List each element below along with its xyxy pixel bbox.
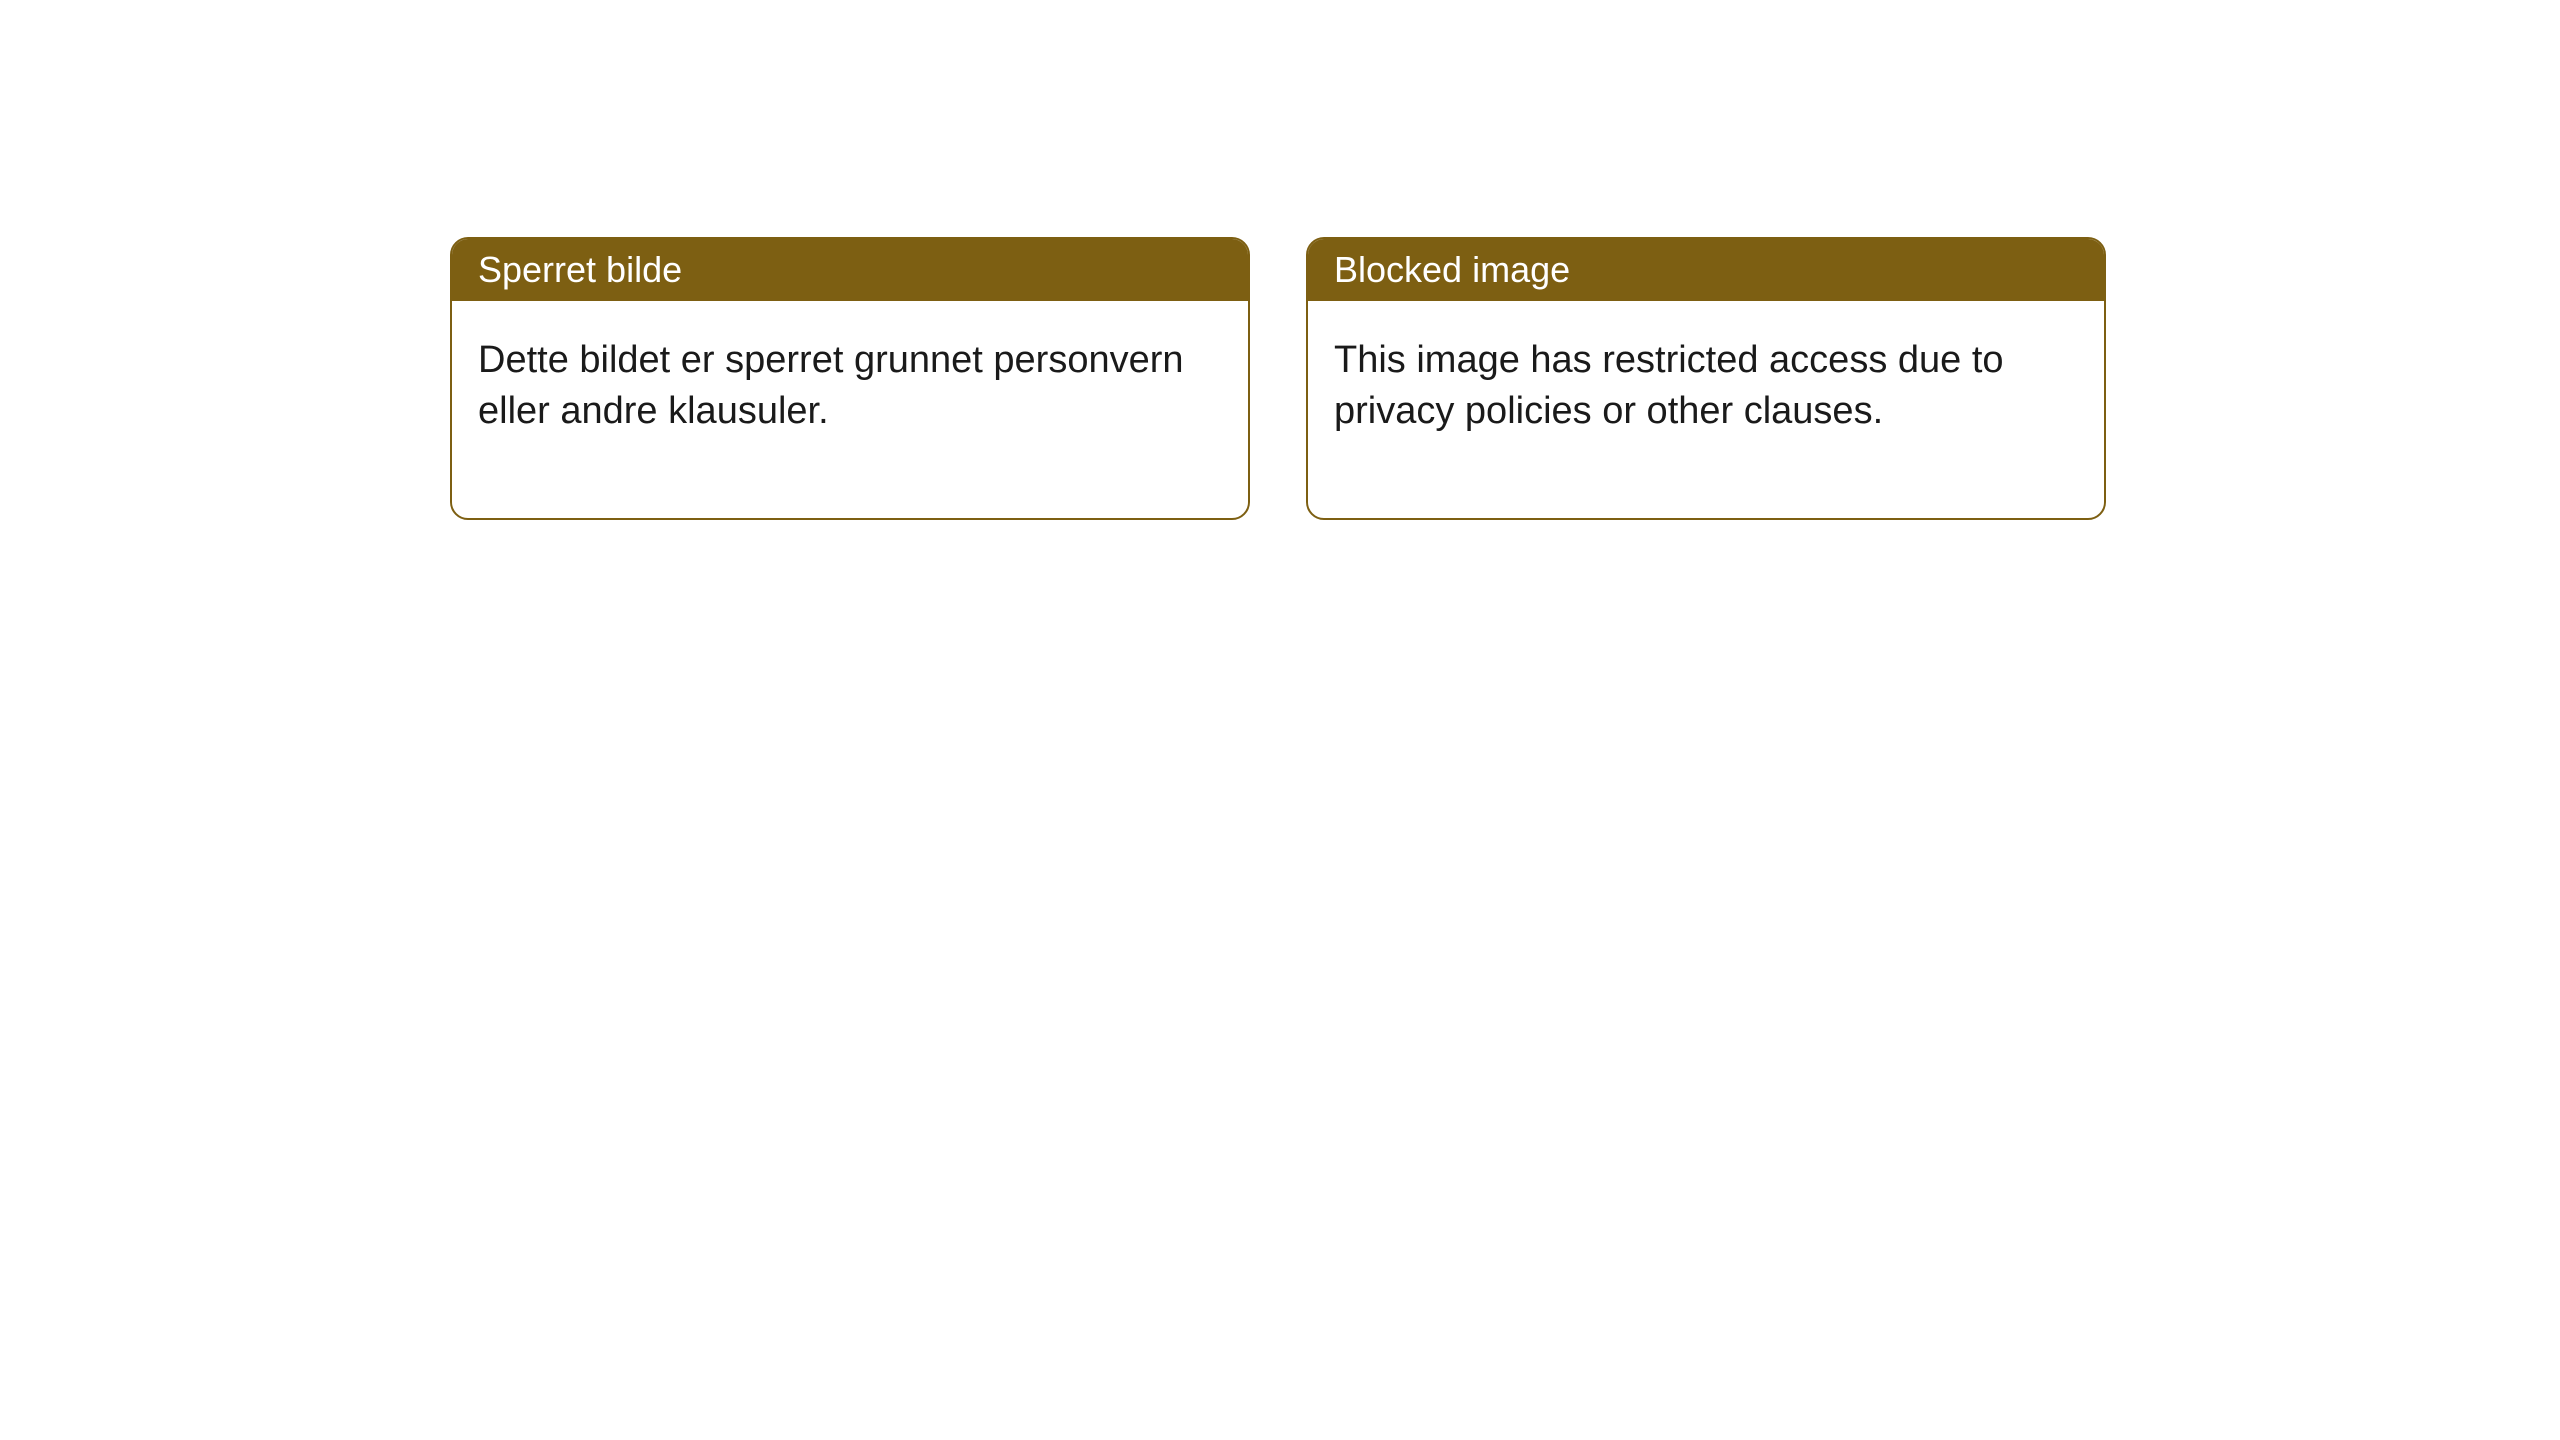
notice-header-en: Blocked image — [1308, 239, 2104, 301]
notice-body-en: This image has restricted access due to … — [1308, 301, 2104, 518]
notice-body-no: Dette bildet er sperret grunnet personve… — [452, 301, 1248, 518]
notice-container: Sperret bilde Dette bildet er sperret gr… — [450, 237, 2106, 520]
notice-card-no: Sperret bilde Dette bildet er sperret gr… — [450, 237, 1250, 520]
notice-header-no: Sperret bilde — [452, 239, 1248, 301]
notice-card-en: Blocked image This image has restricted … — [1306, 237, 2106, 520]
